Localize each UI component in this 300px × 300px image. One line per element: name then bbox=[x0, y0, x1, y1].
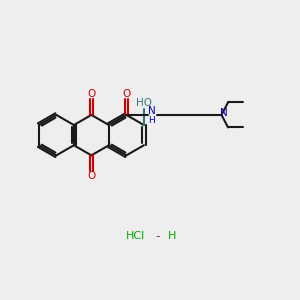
Text: H: H bbox=[148, 116, 155, 125]
Text: N: N bbox=[148, 106, 156, 116]
Text: N: N bbox=[220, 108, 228, 118]
Text: H: H bbox=[168, 231, 176, 241]
Text: -: - bbox=[155, 230, 160, 243]
Text: HO: HO bbox=[136, 98, 152, 108]
Text: O: O bbox=[123, 89, 131, 99]
Text: O: O bbox=[87, 172, 95, 182]
Text: O: O bbox=[87, 89, 95, 99]
Text: HCl: HCl bbox=[125, 231, 145, 241]
